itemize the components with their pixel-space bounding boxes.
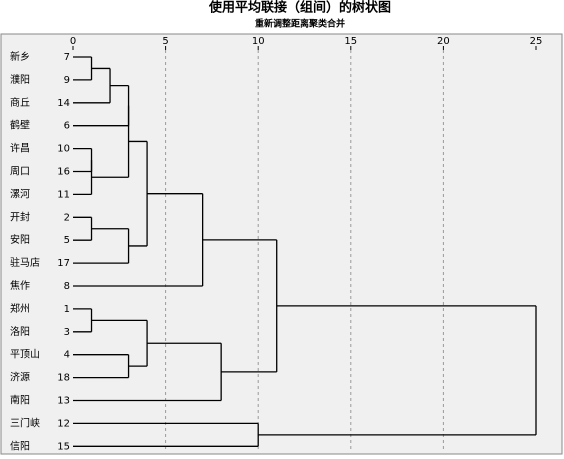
x-tick-label: 20 [437,36,450,47]
leaf-case: 13 [57,396,70,407]
leaf-case: 17 [57,258,70,269]
leaf-case: 10 [57,144,70,155]
leaf-case: 7 [64,52,70,63]
leaf-label: 三门峡 [10,416,40,429]
x-tick-label: 15 [344,36,357,47]
plot-panel [0,33,563,455]
leaf-label: 焦作 [10,279,30,292]
leaf-case: 14 [57,98,70,109]
chart-subtitle: 重新调整距离聚类合并 [255,18,345,30]
leaf-case: 9 [64,75,70,86]
leaf-label: 鹤壁 [10,119,30,132]
x-tick-label: 5 [162,36,168,47]
leaf-label: 周口 [10,166,30,178]
leaf-case: 4 [64,350,70,361]
x-tick-label: 0 [70,36,76,47]
leaf-case: 5 [64,235,70,246]
leaf-label: 信阳 [10,440,30,452]
leaf-case: 16 [57,167,70,178]
leaf-label: 商丘 [10,96,30,109]
chart-title: 使用平均联接（组间）的树状图 [208,0,391,16]
leaf-label: 驻马店 [10,256,40,269]
leaf-case: 1 [64,304,70,315]
leaf-case: 8 [64,281,70,292]
leaf-label: 南阳 [10,394,30,407]
x-tick-label: 25 [530,36,543,47]
leaf-case: 15 [57,441,70,452]
leaf-label: 济源 [10,371,30,384]
leaf-case: 6 [64,121,70,132]
leaf-case: 12 [57,418,70,429]
leaf-label: 开封 [10,210,30,223]
leaf-label: 漯河 [10,188,30,200]
leaf-label: 平顶山 [10,349,40,361]
leaf-label: 新乡 [10,50,30,63]
x-tick-label: 10 [252,36,265,47]
leaf-label: 洛阳 [10,325,30,338]
leaf-label: 安阳 [10,233,30,246]
leaf-case: 2 [64,212,70,223]
leaf-case: 3 [64,327,70,338]
leaf-label: 许昌 [10,143,30,155]
leaf-case: 11 [57,189,70,200]
leaf-case: 18 [57,373,70,384]
leaf-label: 郑州 [10,302,30,315]
leaf-label: 濮阳 [10,73,30,86]
